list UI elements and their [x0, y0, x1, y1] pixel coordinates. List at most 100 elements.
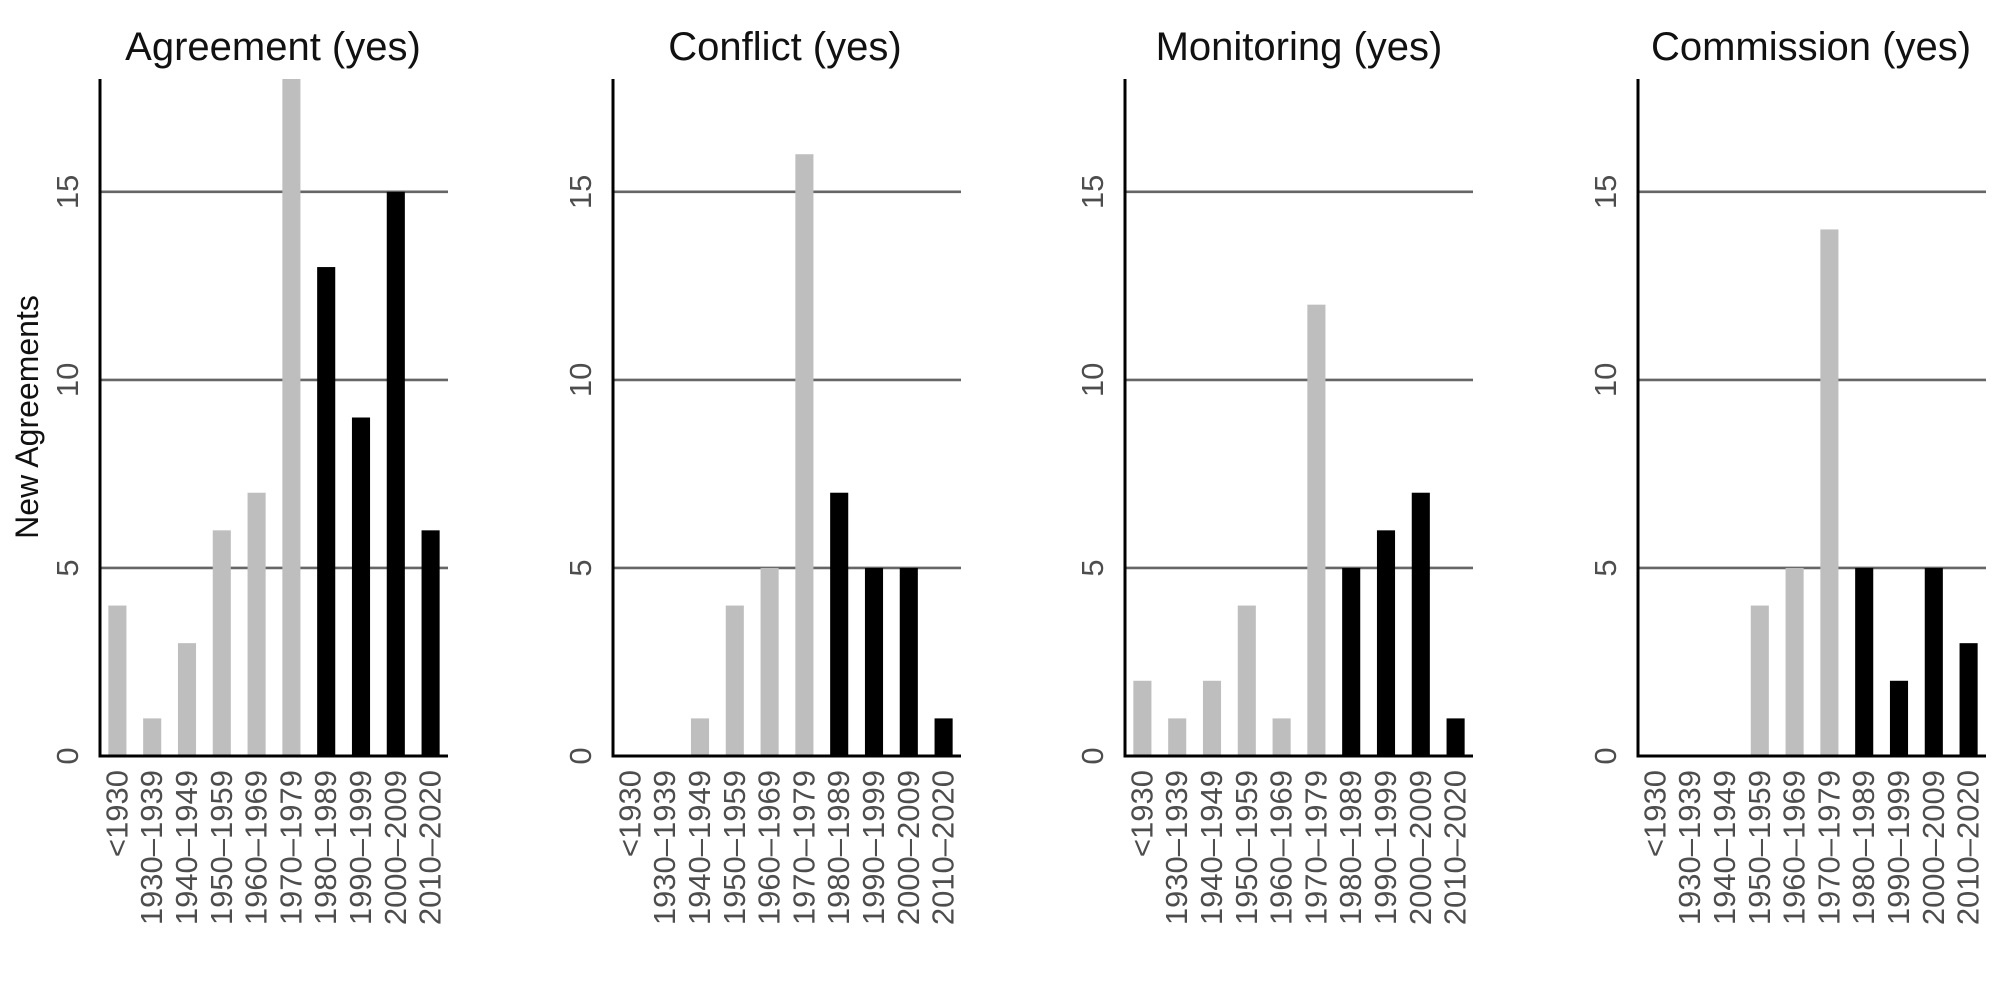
bar — [934, 718, 953, 756]
y-tick-label: 10 — [50, 363, 85, 397]
bar — [247, 492, 266, 756]
bar — [1750, 605, 1769, 756]
x-tick-label: 2000–2009 — [378, 770, 413, 925]
x-tick-label: 1940–1949 — [682, 770, 717, 925]
x-tick-label: 1940–1949 — [169, 770, 204, 925]
x-tick-label: 2000–2009 — [1916, 770, 1951, 925]
bar — [386, 191, 405, 757]
y-tick-label: 10 — [1075, 363, 1110, 397]
panel-monitoring: Monitoring (yes) 0 5 10 15 <1930 1930–1939 194… — [1075, 25, 1473, 925]
y-tick-label: 5 — [1588, 559, 1623, 576]
bar — [1168, 718, 1187, 756]
bar — [421, 530, 440, 756]
y-tick-label: 0 — [563, 747, 598, 764]
x-tick-label: 1980–1989 — [1333, 770, 1368, 925]
y-tick-label: 5 — [563, 559, 598, 576]
bar — [108, 605, 127, 756]
x-tick-label: 1970–1979 — [786, 770, 821, 925]
y-tick-label: 15 — [563, 175, 598, 209]
bar — [1785, 567, 1804, 756]
bar — [143, 718, 162, 756]
bar — [725, 605, 744, 756]
bar — [1924, 567, 1943, 756]
x-tick-label: 1960–1969 — [1777, 770, 1812, 925]
bar — [317, 267, 336, 756]
panel-agreement: Agreement (yes) 0 5 10 15 <1930 1930–1939 1940… — [50, 25, 448, 925]
x-tick-label: 1930–1939 — [134, 770, 169, 925]
x-tick-label: 1930–1939 — [647, 770, 682, 925]
y-tick-label: 15 — [50, 175, 85, 209]
bar — [1411, 492, 1430, 756]
x-tick-label: 1980–1989 — [821, 770, 856, 925]
x-tick-label: 1930–1939 — [1159, 770, 1194, 925]
x-tick-label: 1990–1999 — [1881, 770, 1916, 925]
x-tick-label: 1950–1959 — [1742, 770, 1777, 925]
panel-commission: Commission (yes) 0 5 10 15 <1930 1930–1939 194… — [1588, 25, 1986, 925]
y-tick-label: 5 — [50, 559, 85, 576]
x-tick-label: 2010–2020 — [926, 770, 961, 925]
y-tick-label: 5 — [1075, 559, 1110, 576]
x-tick-label: 2010–2020 — [413, 770, 448, 925]
x-tick-label: 1970–1979 — [1298, 770, 1333, 925]
bar — [282, 79, 301, 756]
bar — [795, 154, 814, 756]
x-tick-label: 2010–2020 — [1951, 770, 1986, 925]
bar — [1376, 530, 1396, 756]
x-tick-label: <1930 — [1637, 770, 1672, 857]
panel-title: Conflict (yes) — [668, 25, 901, 69]
bar — [864, 567, 884, 756]
y-tick-label: 10 — [1588, 363, 1623, 397]
bar — [212, 530, 231, 756]
y-tick-label: 0 — [1588, 747, 1623, 764]
bar — [1889, 680, 1909, 756]
bar — [1272, 718, 1291, 756]
bar — [1855, 567, 1874, 756]
x-tick-label: 1960–1969 — [752, 770, 787, 925]
x-tick-label: 1970–1979 — [273, 770, 308, 925]
bar — [177, 643, 197, 756]
x-tick-label: 2000–2009 — [891, 770, 926, 925]
bar — [690, 718, 710, 756]
x-tick-label: 1950–1959 — [1229, 770, 1264, 925]
y-tick-label: 15 — [1075, 175, 1110, 209]
bar — [899, 567, 918, 756]
x-tick-label: 1980–1989 — [308, 770, 343, 925]
y-tick-label: 15 — [1588, 175, 1623, 209]
bar — [351, 417, 371, 756]
panel-conflict: Conflict (yes) 0 5 10 15 <1930 1930–1939 1940–… — [563, 25, 961, 925]
x-tick-label: <1930 — [1124, 770, 1159, 857]
y-tick-label: 0 — [1075, 747, 1110, 764]
x-tick-label: 2010–2020 — [1438, 770, 1473, 925]
panel-title: Commission (yes) — [1651, 25, 1971, 69]
x-tick-label: <1930 — [612, 770, 647, 857]
y-tick-label: 0 — [50, 747, 85, 764]
x-tick-label: 1960–1969 — [1264, 770, 1299, 925]
bar — [1202, 680, 1222, 756]
panel-title: Agreement (yes) — [125, 25, 421, 69]
bar — [830, 492, 849, 756]
x-tick-label: 1970–1979 — [1811, 770, 1846, 925]
x-tick-label: 1980–1989 — [1846, 770, 1881, 925]
x-tick-label: 1950–1959 — [717, 770, 752, 925]
x-tick-label: 1990–1999 — [1368, 770, 1403, 925]
y-tick-label: 10 — [563, 363, 598, 397]
x-tick-label: 1930–1939 — [1672, 770, 1707, 925]
x-tick-label: 1990–1999 — [856, 770, 891, 925]
bar — [1959, 643, 1978, 756]
x-tick-label: <1930 — [99, 770, 134, 857]
x-tick-label: 1950–1959 — [204, 770, 239, 925]
x-tick-label: 2000–2009 — [1403, 770, 1438, 925]
bar — [1446, 718, 1465, 756]
x-tick-label: 1960–1969 — [239, 770, 274, 925]
bar — [760, 567, 779, 756]
bar — [1342, 567, 1361, 756]
panel-title: Monitoring (yes) — [1156, 25, 1443, 69]
y-axis-label: New Agreements — [9, 295, 45, 539]
bar — [1820, 229, 1839, 756]
bar — [1307, 304, 1326, 756]
bar — [1237, 605, 1256, 756]
x-tick-label: 1990–1999 — [343, 770, 378, 925]
x-tick-label: 1940–1949 — [1194, 770, 1229, 925]
bar — [1133, 680, 1152, 756]
